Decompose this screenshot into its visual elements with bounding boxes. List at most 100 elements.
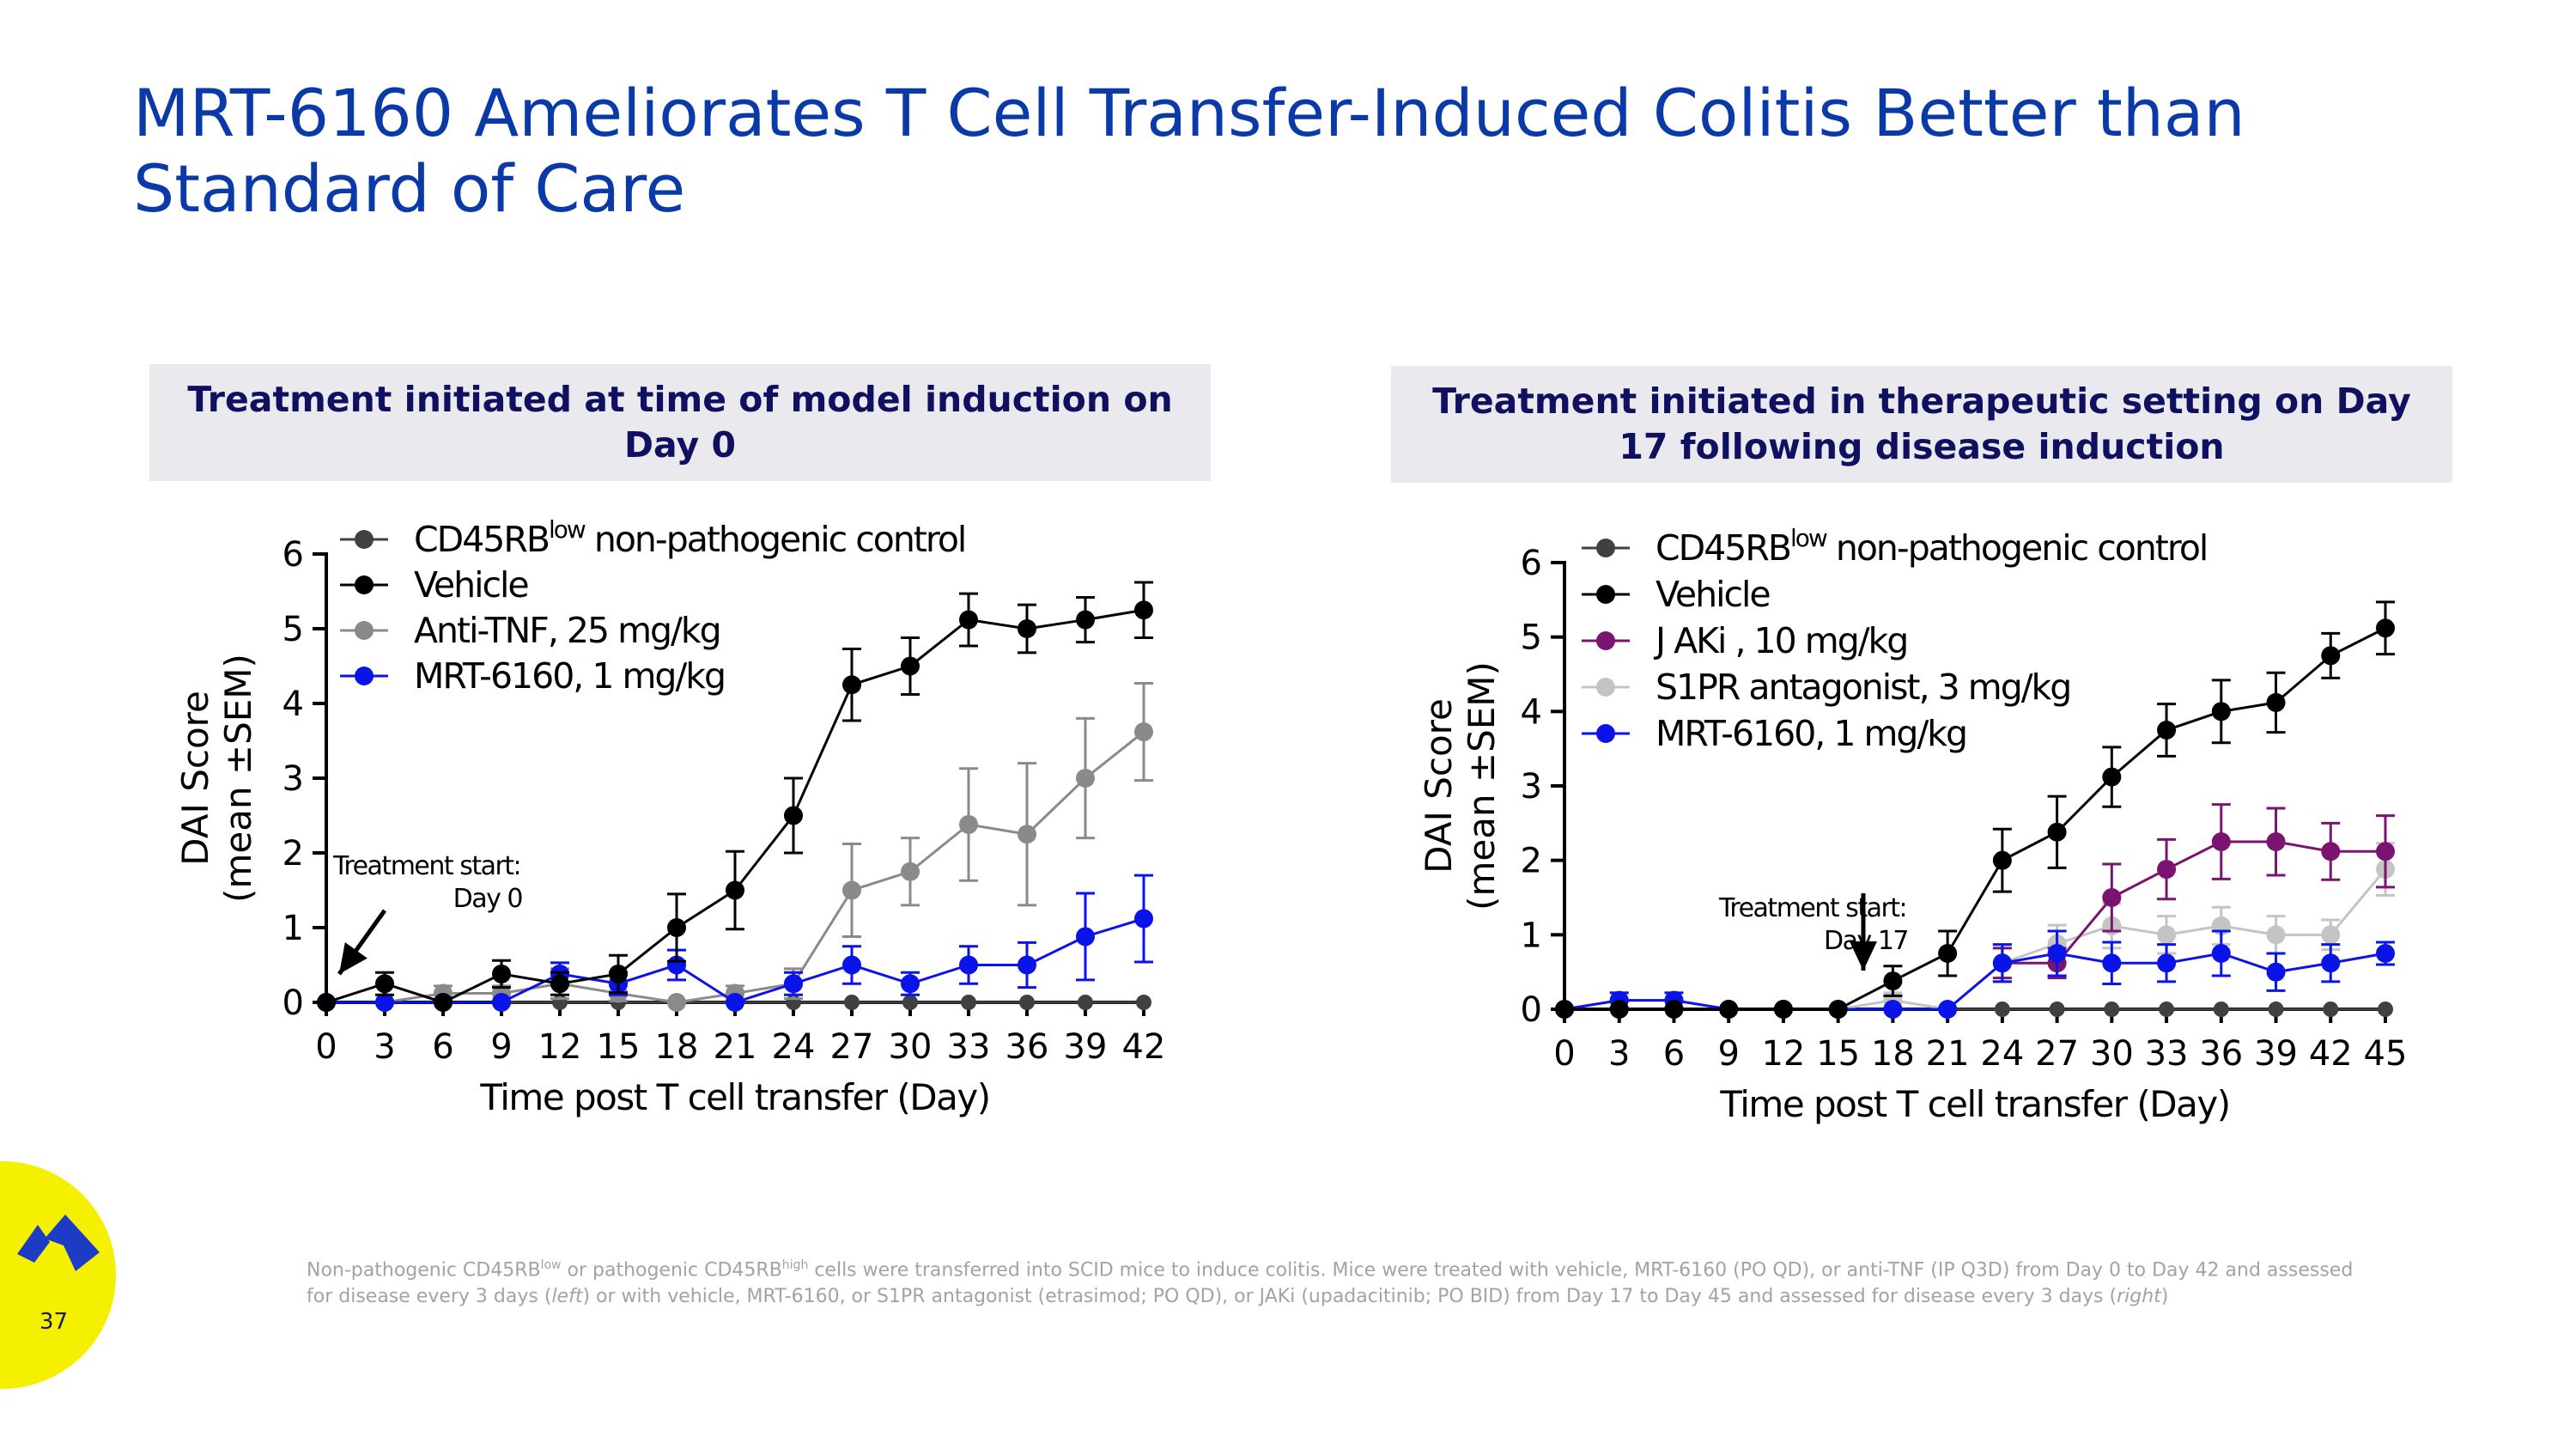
series-4 [1555, 600, 2395, 1019]
data-point [1719, 1000, 1739, 1019]
data-point [1773, 1000, 1793, 1019]
x-tick-label: 36 [1005, 1027, 1049, 1067]
data-point [2321, 646, 2341, 666]
data-point [375, 993, 394, 1012]
legend-marker [1596, 539, 1615, 557]
data-point [726, 993, 744, 1012]
data-point [2376, 842, 2395, 861]
y-tick-label: 5 [283, 610, 304, 649]
data-point [2211, 702, 2231, 721]
annotation-arrow-head [1850, 941, 1877, 971]
y-axis-label-sub: (mean ±SEM) [1461, 661, 1503, 910]
left-panel-header: Treatment initiated at time of model ind… [149, 364, 1211, 481]
footnote-italic-right: right [2117, 1286, 2161, 1308]
data-point [434, 993, 453, 1012]
data-point [2376, 944, 2395, 963]
x-tick-label: 39 [1064, 1027, 1108, 1067]
data-point [2266, 925, 2286, 945]
footnote-text-5: ) [2160, 1286, 2169, 1308]
data-point [961, 995, 976, 1010]
series-line [1564, 952, 2386, 1011]
data-point [2157, 925, 2177, 945]
y-axis-label: DAI Score [174, 691, 216, 866]
legend-entry: S1PR antagonist, 3 mg/kg [1656, 667, 2070, 708]
data-point [1076, 927, 1095, 947]
data-point [2266, 962, 2286, 982]
x-tick-label: 21 [1926, 1034, 1970, 1074]
data-point [2104, 1002, 2120, 1017]
data-point [2268, 1002, 2284, 1017]
x-tick-label: 42 [1122, 1027, 1166, 1067]
legend-marker [1596, 585, 1615, 604]
data-point [784, 806, 803, 825]
data-point [550, 974, 569, 994]
data-point [1134, 909, 1153, 928]
annotation-text: Day 0 [453, 884, 523, 914]
legend-entry: CD45RBlow non-pathogenic control [414, 515, 965, 560]
footnote-italic-left: left [551, 1286, 583, 1308]
legend-entry: J AKi , 10 mg/kg [1653, 620, 1907, 661]
right-panel-header: Treatment initiated in therapeutic setti… [1391, 366, 2452, 483]
data-point [2049, 1002, 2065, 1017]
legend-marker [355, 621, 374, 640]
legend-entry: Vehicle [1656, 574, 1770, 615]
data-point [2157, 953, 2177, 973]
x-tick-label: 33 [2145, 1034, 2189, 1074]
data-point [667, 918, 686, 937]
x-tick-label: 27 [830, 1027, 874, 1067]
data-point [2321, 953, 2341, 973]
data-point [1078, 995, 1093, 1010]
data-point [1992, 850, 2012, 870]
data-point [2047, 944, 2067, 963]
x-tick-label: 12 [1761, 1034, 1805, 1074]
legend-marker [355, 575, 374, 594]
x-tick-label: 0 [315, 1027, 337, 1067]
x-axis-label: Time post T cell transfer (Day) [1719, 1083, 2229, 1125]
x-tick-label: 24 [772, 1027, 816, 1067]
y-tick-label: 4 [283, 685, 304, 724]
data-point [1992, 953, 2012, 973]
left-panel-header-text: Treatment initiated at time of model ind… [187, 379, 1173, 466]
series-3 [317, 581, 1153, 1012]
y-tick-label: 2 [283, 834, 304, 874]
data-point [492, 964, 511, 983]
x-tick-label: 3 [374, 1027, 395, 1067]
x-tick-label: 45 [2364, 1034, 2408, 1074]
data-point [1136, 995, 1151, 1010]
data-point [2159, 1002, 2175, 1017]
y-tick-label: 6 [1521, 544, 1542, 583]
data-point [1018, 825, 1036, 844]
y-tick-label: 1 [283, 909, 304, 948]
data-point [844, 995, 860, 1010]
data-point [1134, 722, 1153, 742]
x-tick-label: 15 [1816, 1034, 1860, 1074]
legend-entry: Anti-TNF, 25 mg/kg [414, 610, 720, 651]
y-tick-label: 2 [1521, 842, 1542, 881]
data-point [1076, 610, 1095, 630]
data-point [1994, 1002, 2010, 1017]
data-point [317, 993, 336, 1012]
x-tick-label: 12 [538, 1027, 582, 1067]
data-point [726, 880, 744, 900]
data-point [2157, 860, 2177, 880]
y-axis-label: DAI Score [1418, 698, 1460, 874]
legend-marker [1596, 631, 1615, 650]
data-point [959, 610, 978, 630]
data-point [2047, 822, 2067, 842]
x-tick-label: 3 [1608, 1034, 1630, 1074]
data-point [1828, 1000, 1848, 1019]
data-point [1555, 1000, 1574, 1019]
data-point [2378, 1002, 2393, 1017]
slide-title: MRT-6160 Ameliorates T Cell Transfer-Ind… [133, 75, 2245, 227]
footnote: Non-pathogenic CD45RBlow or pathogenic C… [307, 1252, 2385, 1310]
data-point [2211, 944, 2231, 963]
data-point [901, 656, 920, 676]
x-tick-label: 6 [1663, 1034, 1685, 1074]
data-point [2266, 692, 2286, 712]
page-number: 37 [39, 1309, 69, 1335]
annotation-text: Treatment start: [1718, 893, 1906, 923]
data-point [1609, 1000, 1629, 1019]
y-tick-label: 6 [283, 535, 304, 575]
company-logo-icon [17, 1215, 100, 1271]
